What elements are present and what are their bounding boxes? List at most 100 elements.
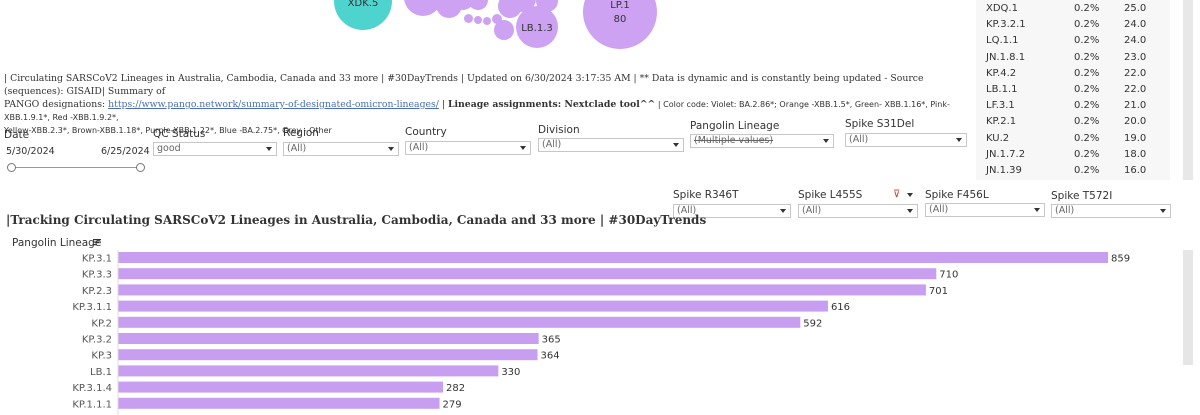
date-slider-end-handle[interactable]	[136, 163, 145, 172]
spike-s31del-value: (All)	[849, 134, 869, 145]
percent-cell: 0.2%	[1074, 116, 1100, 128]
percent-cell: 0.2%	[1074, 84, 1100, 95]
pangolin-lineage-select[interactable]: (Multiple values)	[690, 134, 834, 148]
bar[interactable]	[118, 316, 801, 328]
country-select[interactable]: (All)	[405, 141, 531, 155]
header-pango-prefix: PANGO designations:	[4, 99, 109, 110]
chart-title: |Tracking Circulating SARSCoV2 Lineages …	[6, 213, 707, 227]
spike-s31del-select[interactable]: (All)	[845, 133, 967, 147]
date-slider[interactable]	[7, 163, 145, 172]
spike-s31del-label: Spike S31Del	[845, 118, 915, 130]
spike-t572i-label: Spike T572I	[1051, 190, 1113, 202]
date-slider-start-handle[interactable]	[7, 163, 16, 172]
lineage-cell: JN.1.39	[986, 165, 1022, 176]
category-label: KP.3.2	[82, 335, 112, 346]
data-label: 330	[501, 367, 520, 378]
spike-r346t-label: Spike R346T	[673, 189, 739, 201]
table-row[interactable]: KP.2.1 0.2% 20.0	[976, 115, 1170, 131]
table-row[interactable]: JN.1.39 0.2% 16.0	[976, 164, 1170, 180]
category-label: KP.2.3	[82, 286, 112, 297]
bar[interactable]	[118, 268, 937, 280]
data-label: 279	[443, 399, 462, 410]
lineage-cell: KU.2	[986, 132, 1010, 144]
filter-menu-chevron-icon[interactable]	[907, 193, 913, 197]
bar[interactable]	[118, 284, 926, 296]
bar[interactable]	[118, 300, 828, 312]
bubble[interactable]	[452, 0, 474, 10]
region-value: (All)	[287, 143, 307, 154]
lineage-cell: XDQ.1	[986, 3, 1018, 14]
table-row[interactable]: LB.1.1 0.2% 22.0	[976, 83, 1170, 99]
category-label: KP.3.1	[82, 254, 112, 265]
bar[interactable]	[118, 397, 440, 409]
lineage-cell: LF.3.1	[986, 100, 1015, 112]
spike-r346t-select[interactable]: (All)	[673, 204, 791, 218]
table-row[interactable]: KP.4.2 0.2% 22.0	[976, 67, 1170, 83]
bar[interactable]	[118, 333, 539, 344]
bubble-lb13[interactable]	[516, 6, 558, 48]
spike-r346t-value: (All)	[677, 205, 697, 216]
bubble[interactable]	[494, 20, 514, 40]
bar[interactable]	[118, 365, 499, 377]
bar[interactable]	[118, 252, 1108, 263]
table-row[interactable]: KU.2 0.2% 19.0	[976, 132, 1170, 148]
division-value: (All)	[542, 139, 562, 150]
table-row[interactable]: LQ.1.1 0.2% 24.0	[976, 34, 1170, 50]
table-row[interactable]: JN.1.7.2 0.2% 18.0	[976, 148, 1170, 164]
header-separator: |	[438, 99, 448, 110]
lineage-cell: LQ.1.1	[986, 35, 1019, 47]
qc-status-select[interactable]: good	[153, 142, 277, 156]
count-cell: 21.0	[1124, 100, 1147, 112]
table-row[interactable]: LF.3.1 0.2% 21.0	[976, 99, 1170, 115]
bubble[interactable]	[536, 0, 558, 12]
count-cell: 16.0	[1124, 165, 1147, 176]
pango-link[interactable]: https://www.pango.network/summary-of-des…	[108, 99, 439, 110]
count-cell: 22.0	[1124, 84, 1147, 95]
bubble[interactable]	[483, 17, 491, 25]
bar[interactable]	[118, 381, 444, 393]
date-start: 5/30/2024	[6, 146, 55, 157]
chevron-down-icon	[388, 147, 394, 151]
spike-l455s-label: Spike L455S	[798, 189, 863, 201]
bar[interactable]	[118, 349, 538, 361]
qc-status-value: good	[157, 143, 181, 154]
chart-scrollbar[interactable]	[1183, 250, 1193, 365]
date-filter-label: Date	[4, 129, 30, 141]
table-row[interactable]: XDQ.1 0.2% 25.0	[976, 2, 1170, 18]
division-label: Division	[538, 124, 580, 136]
chevron-down-icon	[956, 138, 962, 142]
spike-l455s-select[interactable]: (All)	[798, 204, 918, 218]
chevron-down-icon	[823, 139, 829, 143]
table-row[interactable]: KP.3.2.1 0.2% 24.0	[976, 18, 1170, 34]
dashboard-header: | Circulating SARSCoV2 Lineages in Austr…	[4, 72, 970, 137]
date-slider-track	[9, 167, 143, 168]
lineage-summary-table: XDQ.1 0.2% 25.0 KP.3.2.1 0.2% 24.0 LQ.1.1 0.2% 2…	[976, 0, 1170, 180]
table-scrollbar[interactable]	[1183, 0, 1193, 180]
spike-t572i-select[interactable]: (All)	[1051, 204, 1171, 218]
count-cell: 18.0	[1124, 148, 1147, 160]
spike-f456l-select[interactable]: (All)	[925, 203, 1045, 217]
count-cell: 24.0	[1124, 35, 1147, 47]
region-select[interactable]: (All)	[283, 142, 399, 156]
count-cell: 19.0	[1124, 132, 1147, 144]
qc-status-label: QC Status	[153, 128, 206, 140]
bubble[interactable]	[464, 14, 473, 23]
sort-icon[interactable]	[93, 239, 101, 246]
lineage-bar-chart: Pangolin Lineage KP.3.1 859 KP.3.3 710 KP.2.3…	[12, 237, 1130, 415]
bubble[interactable]	[492, 14, 502, 24]
clear-filter-icon[interactable]: ⊽	[893, 189, 901, 200]
chevron-down-icon	[780, 209, 786, 213]
percent-cell: 0.2%	[1074, 35, 1100, 47]
count-cell: 24.0	[1124, 19, 1147, 31]
bubble[interactable]	[404, 0, 442, 16]
bubble[interactable]	[468, 0, 488, 10]
table-row[interactable]: JN.1.8.1 0.2% 23.0	[976, 51, 1170, 67]
nextclade-label: Lineage assignments: Nextclade tool^^	[447, 99, 656, 110]
region-label: Region	[283, 127, 319, 139]
division-select[interactable]: (All)	[538, 138, 684, 152]
header-line1: | Circulating SARSCoV2 Lineages in Austr…	[4, 73, 924, 97]
category-label: KP.1.1.1	[72, 399, 112, 410]
bubble[interactable]	[474, 16, 482, 24]
percent-cell: 0.2%	[1074, 165, 1100, 176]
percent-cell: 0.2%	[1074, 100, 1100, 112]
